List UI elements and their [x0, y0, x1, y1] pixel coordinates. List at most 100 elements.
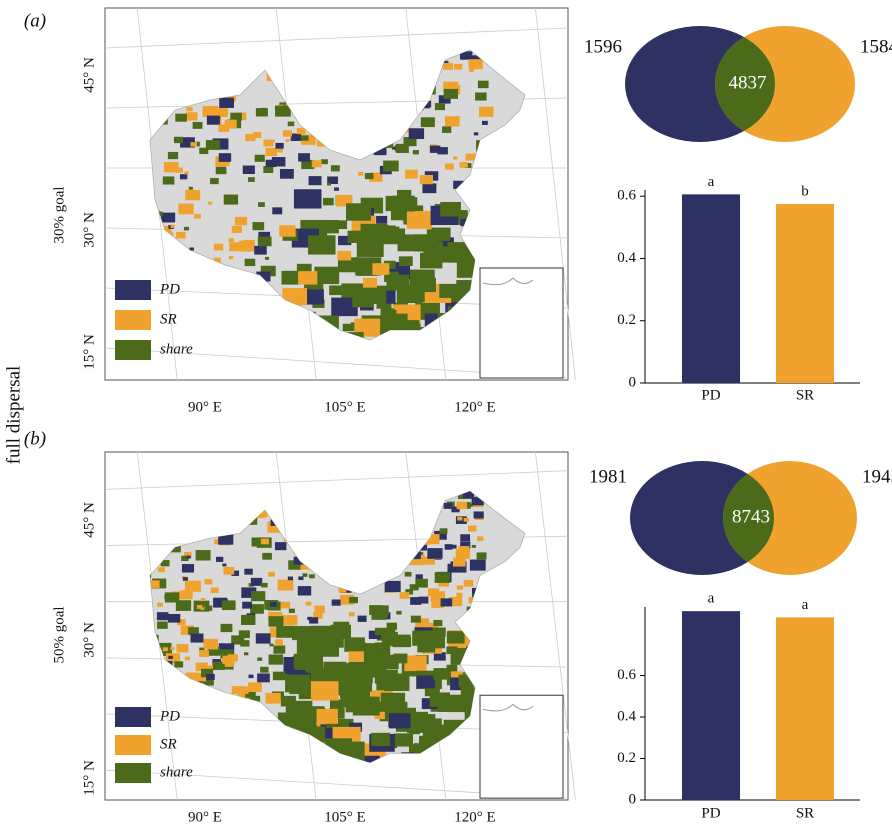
map-patch	[189, 187, 193, 190]
map-patch	[387, 623, 397, 630]
map-patch	[447, 631, 465, 643]
map-patch	[372, 263, 389, 275]
map-patch	[405, 572, 412, 577]
map-patch	[262, 553, 272, 560]
lon-tick-label: 105° E	[324, 809, 365, 825]
map-patch	[254, 246, 266, 255]
map-patch	[469, 69, 473, 72]
map-patch	[207, 116, 220, 125]
map-patch	[405, 170, 418, 179]
map-patch	[397, 637, 411, 647]
map-patch	[219, 98, 234, 108]
map-patch	[343, 324, 354, 331]
y-tick-label: 0.2	[617, 750, 636, 766]
y-tick-label: 0	[629, 374, 637, 390]
map-patch	[460, 534, 470, 541]
map-patch	[337, 251, 351, 261]
y-tick-label: 0.4	[617, 250, 636, 266]
map-patch	[255, 155, 265, 162]
map-patch	[251, 578, 262, 586]
map-patch	[457, 517, 462, 521]
map-patch	[297, 128, 306, 134]
map-patch	[423, 245, 439, 256]
venn-count: 4837	[729, 72, 767, 93]
map-patch	[210, 178, 219, 184]
map-patch	[396, 611, 401, 615]
side-label: 30% goal	[51, 186, 67, 243]
bar	[776, 617, 834, 800]
map-patch	[306, 602, 312, 606]
bar	[776, 204, 834, 383]
map-patch	[385, 581, 401, 592]
map-patch	[458, 546, 469, 554]
map-patch	[381, 693, 405, 710]
bar-annotation: a	[708, 174, 715, 190]
x-tick-label: PD	[701, 387, 720, 403]
map-patch	[468, 526, 477, 532]
map-patch	[349, 612, 355, 616]
lon-tick-label: 120° E	[454, 399, 495, 415]
map-patch	[309, 617, 318, 623]
map-patch	[158, 567, 165, 572]
map-patch	[245, 134, 255, 141]
lon-tick-label: 90° E	[188, 399, 222, 415]
map-patch	[472, 545, 476, 548]
map-patch	[444, 89, 458, 99]
map-patch	[275, 542, 287, 550]
map-patch	[321, 159, 328, 164]
map-patch	[191, 142, 198, 147]
map-patch	[205, 606, 213, 611]
map-patch	[268, 572, 275, 577]
legend-label: SR	[160, 311, 177, 327]
map-patch	[400, 241, 410, 248]
map-patch	[413, 150, 419, 154]
bar	[682, 194, 740, 383]
map-patch	[404, 655, 426, 671]
map-patch	[333, 622, 349, 633]
map-patch	[417, 676, 435, 689]
map-patch	[444, 503, 452, 509]
map-patch	[390, 228, 405, 238]
map-patch	[186, 107, 192, 111]
map-patch	[306, 647, 318, 656]
map-patch	[478, 81, 489, 88]
map-patch	[314, 606, 324, 613]
map-patch	[334, 187, 339, 190]
map-patch	[235, 217, 247, 225]
map-patch	[420, 631, 445, 649]
map-patch	[430, 692, 450, 706]
map-patch	[461, 686, 473, 695]
map-patch	[411, 616, 421, 623]
map-patch	[457, 585, 463, 589]
map-patch	[389, 713, 411, 728]
map-patch	[309, 176, 322, 185]
map-patch	[296, 657, 315, 670]
map-patch	[455, 698, 467, 707]
map-patch	[298, 153, 310, 161]
map-patch	[482, 121, 488, 125]
map-patch	[349, 651, 364, 662]
map-patch	[323, 198, 334, 205]
map-patch	[273, 672, 285, 681]
map-patch	[277, 149, 283, 153]
legend-swatch	[115, 280, 151, 300]
map-patch	[269, 644, 273, 647]
venn-count: 1945	[862, 466, 892, 487]
map-patch	[265, 148, 277, 156]
map-patch	[475, 92, 487, 100]
legend-label: share	[160, 341, 193, 357]
venn-count: 1981	[589, 466, 627, 487]
x-tick-label: PD	[701, 805, 720, 821]
map-patch	[375, 672, 392, 684]
map-patch	[206, 140, 220, 150]
map-patch	[358, 616, 367, 622]
map-patch	[263, 166, 273, 173]
x-tick-label: SR	[796, 387, 814, 403]
map-patch	[185, 657, 190, 661]
map-patch	[251, 591, 265, 601]
map-patch	[265, 693, 280, 704]
lon-tick-label: 120° E	[454, 809, 495, 825]
map-patch	[168, 152, 178, 159]
map-patch	[214, 244, 223, 251]
map-patch	[281, 602, 291, 609]
